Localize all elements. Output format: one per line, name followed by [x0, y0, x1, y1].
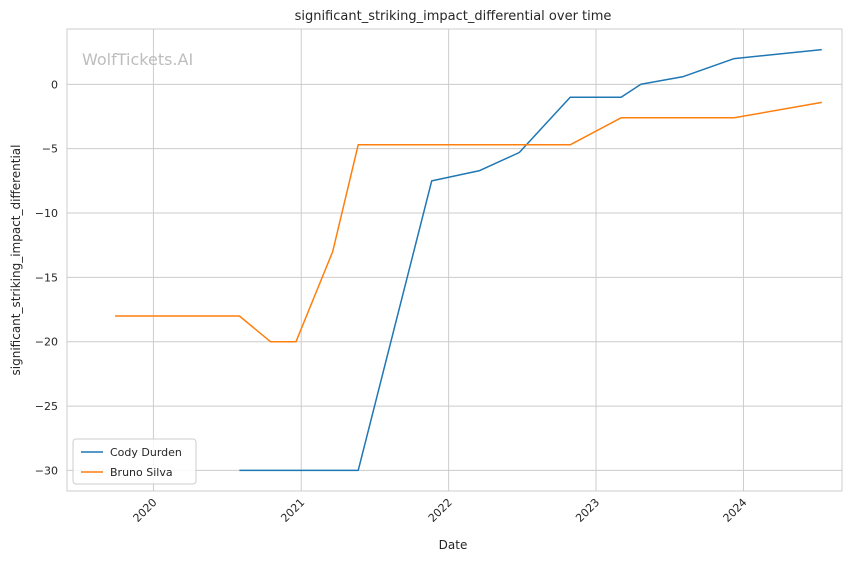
y-tick-label: −20	[35, 336, 58, 349]
watermark: WolfTickets.AI	[82, 50, 193, 69]
y-tick-label: 0	[51, 78, 58, 91]
series-line-bruno-silva	[115, 101, 822, 343]
legend: Cody Durden Bruno Silva	[72, 438, 197, 485]
x-tick-label: 2024	[721, 496, 750, 525]
y-tick-label: −15	[35, 271, 58, 284]
x-tick-label: 2023	[573, 496, 602, 525]
y-tick-label: −25	[35, 400, 58, 413]
y-tick-label: −10	[35, 207, 58, 220]
legend-box	[72, 438, 197, 485]
y-tick-label: −30	[35, 464, 58, 477]
series-line-cody-durden	[239, 48, 822, 472]
x-tick-label: 2022	[426, 496, 455, 525]
x-tick-label: 2021	[278, 496, 307, 525]
x-axis-label: Date	[439, 538, 468, 552]
legend-label-cody-durden: Cody Durden	[110, 446, 182, 459]
legend-label-bruno-silva: Bruno Silva	[110, 466, 173, 479]
series-lines	[115, 48, 822, 472]
chart-title: significant_striking_impact_differential…	[295, 9, 612, 24]
y-tick-label: −5	[42, 143, 58, 156]
y-axis-label: significant_striking_impact_differential	[9, 145, 23, 376]
grid	[67, 29, 842, 491]
plot-frame	[66, 28, 843, 492]
x-tick-label: 2020	[131, 496, 160, 525]
